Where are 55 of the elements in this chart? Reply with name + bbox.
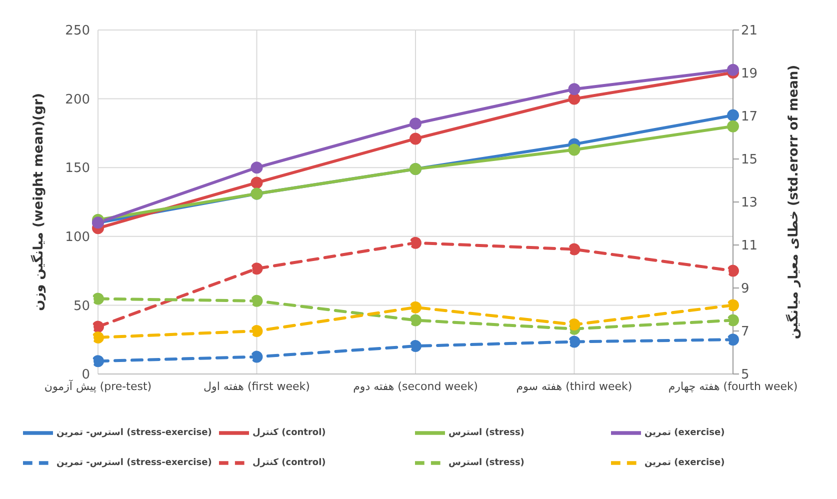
point [410, 132, 422, 145]
point [568, 92, 580, 105]
legend-label: استرس (stress) [448, 427, 526, 440]
legend-label: استرس- تمرین (stress-exercise) [56, 427, 212, 440]
y-tick-label: 100 [65, 230, 90, 246]
point [568, 144, 580, 156]
y2-tick-label: 19 [741, 66, 758, 82]
y-tick-label: 250 [65, 24, 90, 39]
point [727, 264, 739, 277]
y2-tick-label: 11 [741, 238, 758, 254]
point [250, 176, 263, 189]
point [250, 262, 263, 275]
point [250, 325, 263, 337]
legend-label: تمرین (exercise) [644, 457, 726, 470]
x-tick-label: هفته اول (first week) [204, 380, 310, 393]
y2-tick-label: 15 [741, 152, 758, 168]
point [92, 292, 104, 305]
point [568, 243, 580, 256]
point [92, 331, 104, 344]
point [568, 336, 580, 348]
point [568, 83, 580, 96]
y-tick-label: 200 [65, 92, 90, 108]
legend-label: استرس- تمرین (stress-exercise) [56, 457, 212, 470]
point [410, 236, 422, 249]
point [727, 64, 739, 76]
point [250, 162, 263, 174]
point [727, 314, 739, 326]
y2-tick-label: 17 [741, 110, 758, 125]
y-tick-label: 150 [65, 161, 90, 176]
point [727, 109, 739, 122]
point [727, 120, 739, 132]
point [92, 320, 104, 333]
point [410, 314, 422, 326]
legend-label: تمرین (exercise) [644, 427, 726, 440]
y2-tick-label: 9 [741, 282, 750, 297]
y2-tick-label: 7 [741, 324, 750, 340]
point [410, 301, 422, 314]
y2-tick-label: 13 [741, 196, 758, 211]
point [250, 294, 263, 307]
x-tick-label: هفته دوم (second week) [353, 380, 478, 393]
y2-tick-label: 21 [741, 24, 758, 39]
x-tick-label: هفته سوم (third week) [516, 380, 632, 393]
point [250, 350, 263, 363]
point [410, 340, 422, 352]
y-axis-title: میانگین وزن (weight mean)(gr) [30, 93, 47, 311]
y-tick-label: 50 [73, 298, 90, 314]
point [410, 118, 422, 130]
point [727, 334, 739, 346]
legend-label: استرس (stress) [448, 457, 526, 470]
point [92, 355, 104, 368]
point [727, 299, 739, 312]
legend-label: کنترل (control) [252, 427, 327, 440]
point [568, 318, 580, 331]
legend-label: کنترل (control) [252, 457, 327, 470]
y2-axis-title: خطای معیار میانگین (std.erorr of mean) [786, 64, 802, 340]
